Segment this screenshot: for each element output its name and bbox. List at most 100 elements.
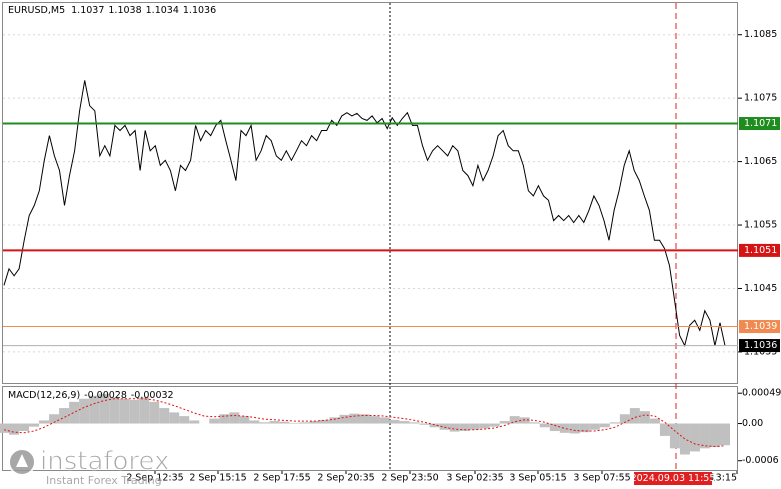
macd-bar (99, 393, 110, 424)
macd-bar (119, 398, 130, 424)
macd-bar (229, 412, 240, 424)
macd-bar (349, 413, 360, 424)
x-tick-label: 2 Sep 17:55 (253, 473, 310, 484)
macd-bar (69, 401, 80, 424)
macd-bar (359, 414, 370, 424)
macd-bar (299, 422, 310, 424)
watermark-icon-mark (16, 454, 28, 467)
macd-bar (549, 423, 560, 431)
watermark-brand: instaforex (40, 447, 169, 477)
header: EURUSD,M5 1.1037 1.1038 1.1034 1.1036 (8, 5, 216, 16)
macd-bar (669, 423, 680, 449)
macd-bar (109, 397, 120, 424)
macd-bar (389, 419, 400, 424)
high: 1.1038 (108, 5, 141, 16)
macd-bar (579, 423, 590, 433)
level-label: 1.1039 (744, 321, 777, 332)
y-tick-label: 1.1075 (744, 93, 777, 104)
macd-bar (539, 423, 550, 428)
macd-bar (79, 398, 90, 424)
level-label-box (739, 243, 780, 257)
macd-bar (159, 408, 170, 424)
macd-bar (639, 411, 650, 424)
macd-bar (519, 417, 530, 424)
macd-y-tick-label: -0.0006 (742, 455, 779, 466)
macd-bar (169, 412, 180, 424)
watermark: instaforex Instant Forex Trading (8, 446, 170, 487)
macd-bar (569, 423, 580, 434)
macd-bar (369, 416, 380, 424)
macd-main-value: -0.00028 (84, 390, 127, 401)
macd-signal-value: -0.00032 (131, 390, 174, 401)
last-price-label: 1.1036 (744, 340, 777, 351)
labels: 1.10351.10451.10551.10651.10751.10851.10… (126, 29, 781, 485)
macd-bar (709, 423, 720, 448)
macd-plot (0, 393, 730, 455)
price-plot (3, 80, 738, 348)
macd-bar (0, 423, 9, 433)
macd-bar (289, 422, 300, 424)
macd-bar (409, 422, 420, 424)
macd-bar (49, 414, 60, 424)
macd-bar (19, 423, 30, 431)
macd-bar (449, 423, 460, 432)
price-line (3, 80, 726, 348)
macd-bar (589, 423, 600, 430)
level-label-box (739, 117, 780, 131)
macd-bar (679, 423, 690, 455)
macd-y-tick-label: 0.00 (742, 418, 763, 429)
open: 1.1037 (71, 5, 104, 16)
macd-bar (629, 408, 640, 424)
macd-bar (499, 421, 510, 424)
macd-bar (720, 423, 730, 446)
last-price-box (739, 339, 780, 353)
watermark-tagline: Instant Forex Trading (46, 474, 162, 487)
macd-bar (179, 416, 190, 424)
macd-bar (379, 417, 390, 424)
close: 1.1036 (183, 5, 216, 16)
macd-bar (189, 420, 200, 424)
macd-bar (509, 416, 520, 424)
macd-bar (319, 419, 330, 424)
x-tick-label: 2 Sep 20:35 (317, 473, 374, 484)
x-tick-label: 3 Sep 07:55 (573, 473, 630, 484)
macd-y-tick-label: 0.00049 (742, 388, 781, 399)
macd-bar (599, 423, 610, 428)
macd-bar (699, 423, 710, 449)
macd-bar (219, 414, 230, 424)
macd-bar (309, 421, 320, 424)
macd-bar (479, 423, 490, 429)
macd-bar (339, 414, 350, 424)
macd-bar (269, 421, 280, 424)
macd-bar (279, 421, 290, 424)
macd-bar (89, 395, 100, 424)
macd-bar (239, 416, 250, 424)
level-label-box (739, 320, 780, 334)
x-tick-label: 2 Sep 12:35 (126, 473, 183, 484)
macd-bar (689, 423, 700, 452)
cursor-time-label: 2024.09.03 11:55 (631, 473, 716, 484)
macd-bar (469, 423, 480, 430)
price-panel-frame (2, 2, 738, 384)
y-tick-label: 1.1045 (744, 283, 777, 294)
macd-bar (489, 423, 500, 427)
macd-bar (329, 417, 340, 424)
macd-bar (609, 422, 620, 424)
macd-bar (139, 397, 150, 424)
macd-bar (209, 418, 220, 424)
macd-bar (659, 423, 670, 436)
macd-bar (9, 423, 20, 435)
cursor-time-box (634, 472, 712, 485)
macd-bar (429, 423, 440, 428)
macd-bar (459, 423, 470, 431)
y-tick-label: 1.1065 (744, 156, 777, 167)
x-tick-label: 3 Sep 05:15 (509, 473, 566, 484)
macd-bar (619, 414, 630, 424)
macd-bar (529, 422, 540, 424)
macd-bar (129, 400, 140, 424)
macd-bar (259, 422, 270, 424)
x-tick-label: 3 Sep 02:35 (446, 473, 503, 484)
symbol: EURUSD,M5 (8, 5, 65, 16)
